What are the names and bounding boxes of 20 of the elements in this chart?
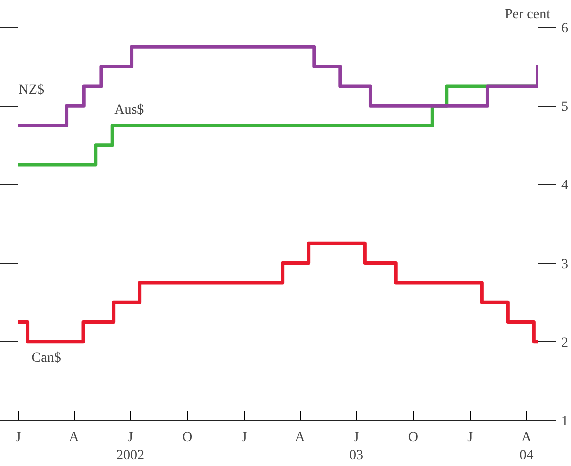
y-tick-label: 6 [562, 22, 568, 36]
series-label: Aus$ [114, 102, 144, 118]
x-tick-label: J [468, 430, 474, 446]
x-tick-label: O [182, 430, 193, 446]
y-tick-label: 4 [562, 178, 568, 194]
y-tick-label: 5 [562, 100, 568, 116]
series-label: Can$ [32, 350, 62, 366]
x-tick-label: O [408, 430, 419, 446]
x-tick-label: A 04 [520, 430, 534, 464]
x-tick-label: A [69, 430, 80, 446]
y-tick-label: 1 [562, 414, 568, 430]
x-tick-label: J [242, 430, 248, 446]
series-label: NZ$ [18, 83, 44, 98]
x-tick-label: J [16, 430, 22, 446]
x-tick-label: J 2002 [116, 430, 145, 464]
x-tick-label: A [295, 430, 306, 446]
y-axis-title: Per cent [505, 8, 551, 22]
x-tick-label: J 03 [350, 430, 364, 464]
y-tick-label: 2 [562, 336, 568, 351]
y-tick-label: 3 [562, 257, 568, 272]
